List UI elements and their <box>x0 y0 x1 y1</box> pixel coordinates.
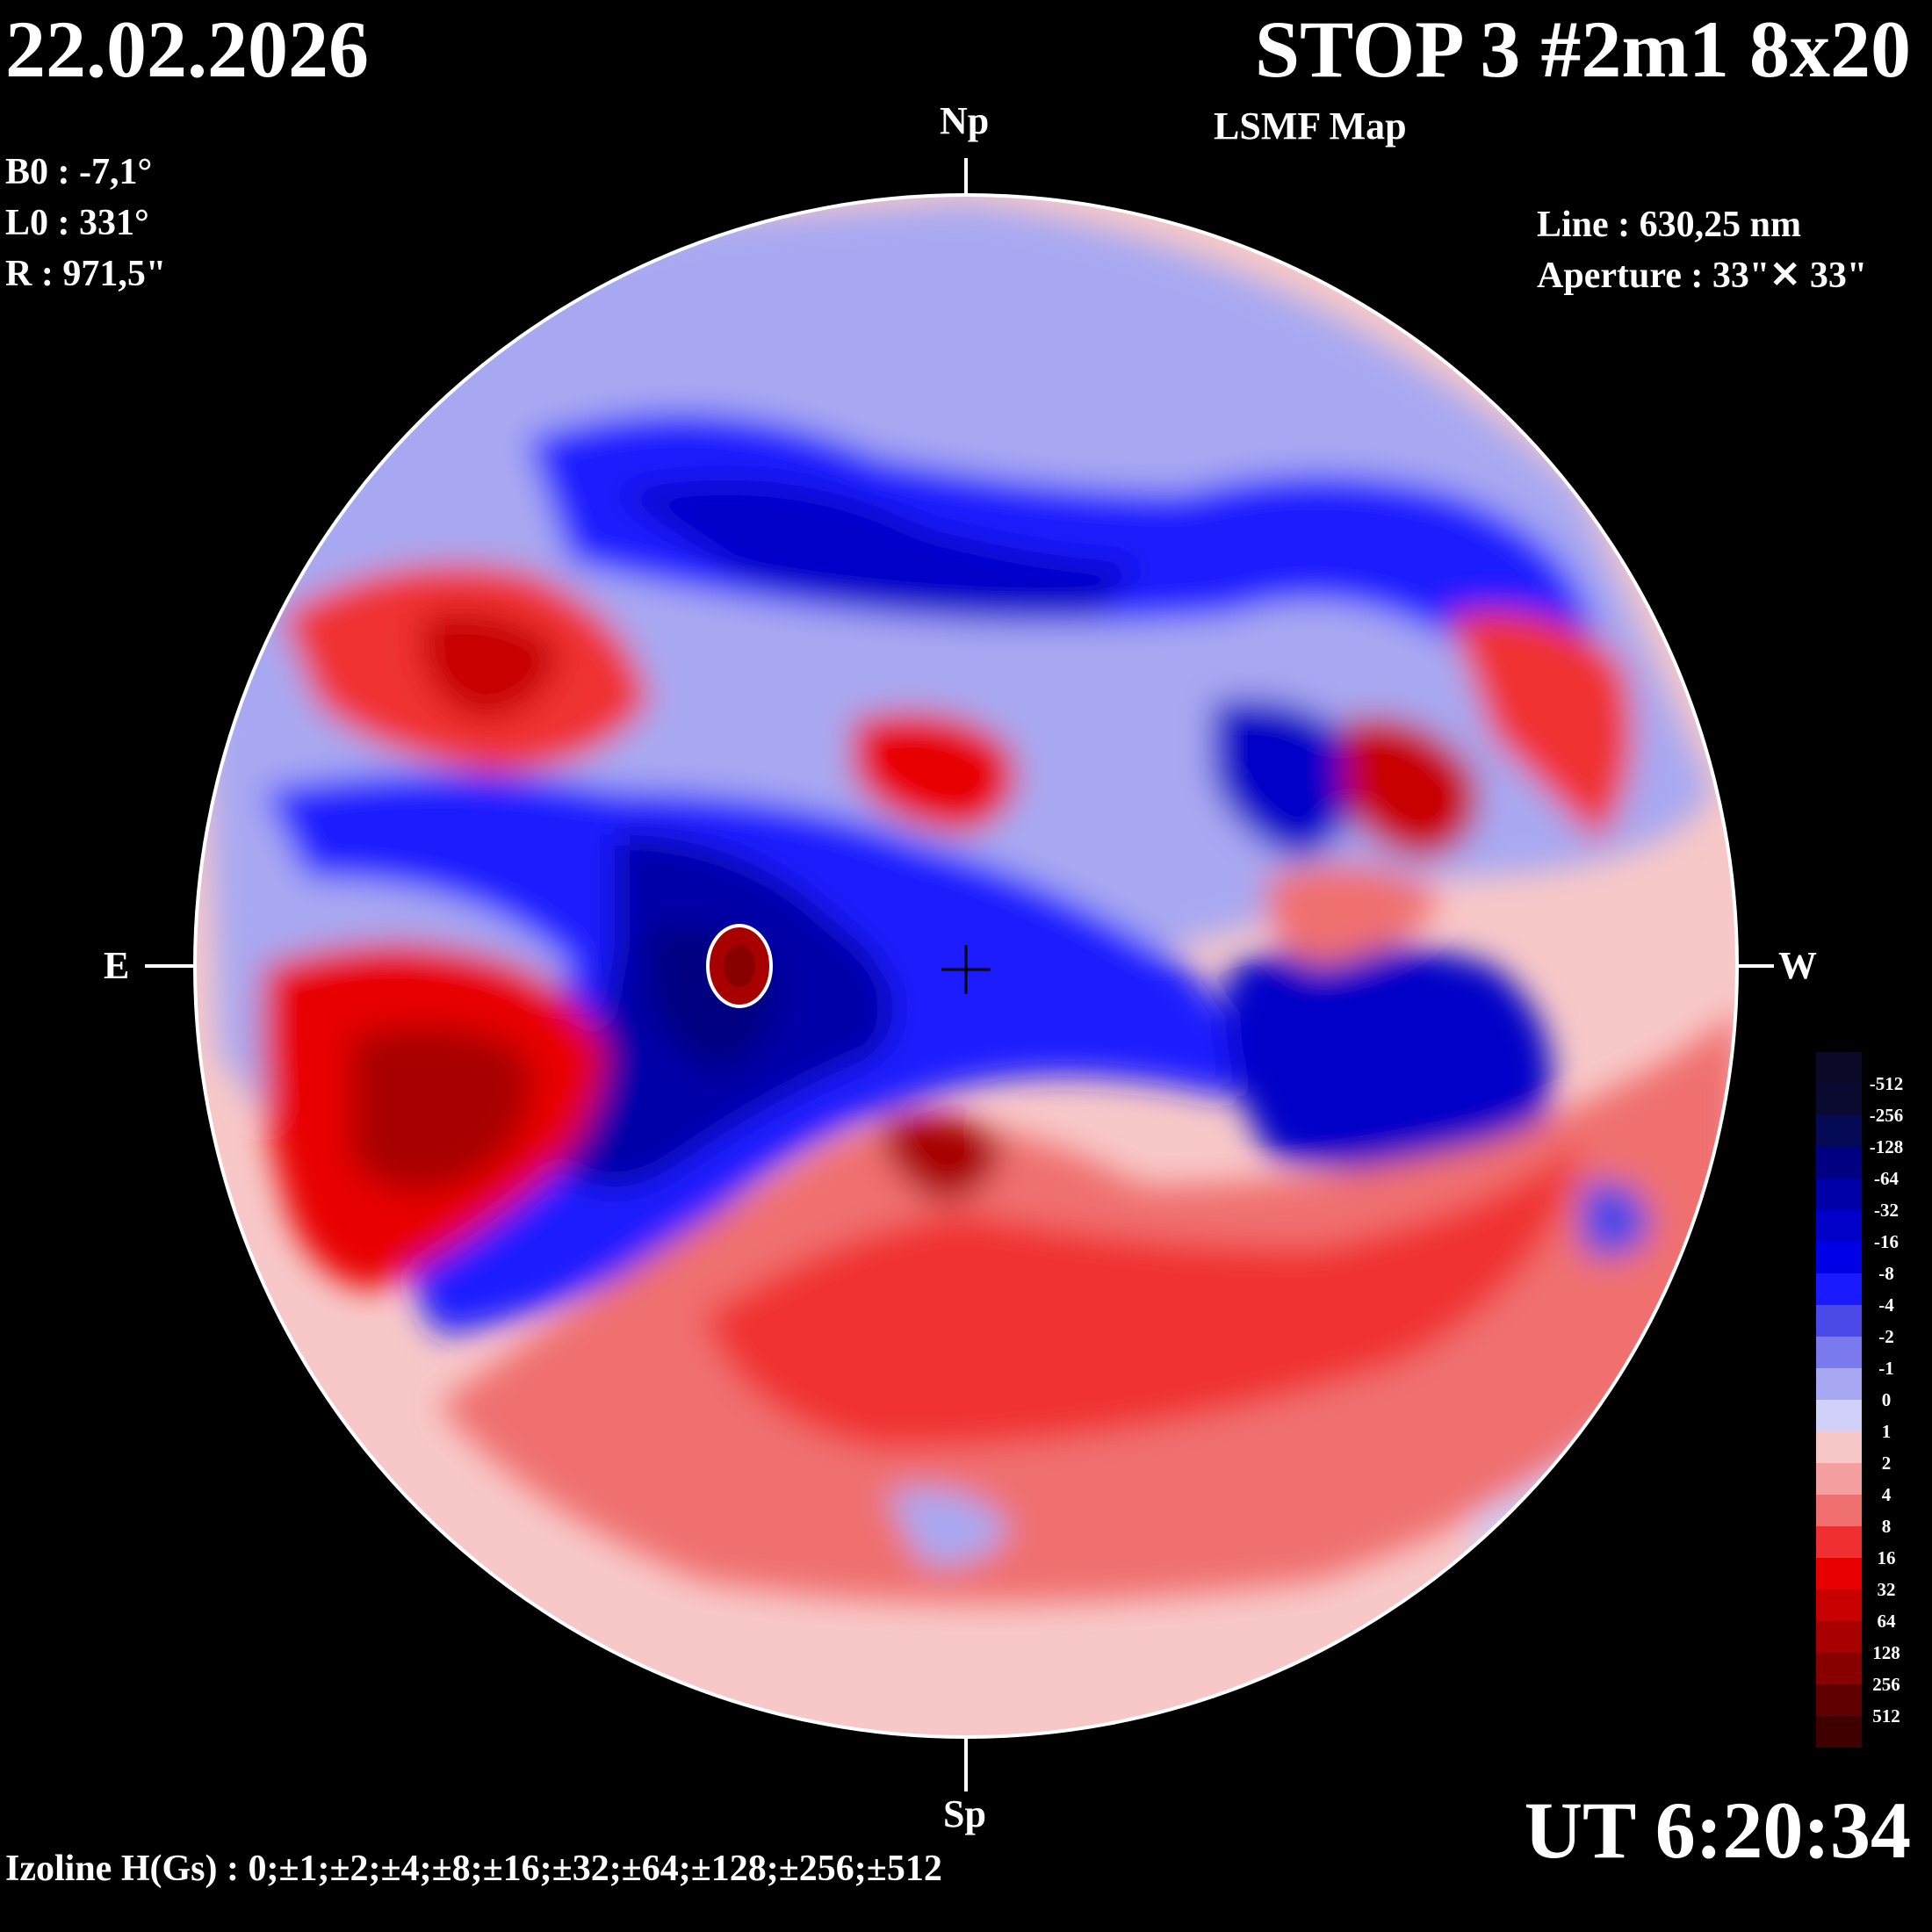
colorbar-label: -128 <box>1869 1136 1904 1157</box>
colorbar-label: -64 <box>1874 1168 1899 1189</box>
colorbar-swatch <box>1816 1716 1862 1748</box>
colorbar-label: 1 <box>1881 1421 1892 1442</box>
colorbar-label: 128 <box>1872 1642 1900 1663</box>
ut-time: UT 6:20:34 <box>1524 1785 1911 1875</box>
colorbar-label: 4 <box>1881 1484 1892 1505</box>
colorbar-swatch <box>1816 1526 1862 1558</box>
b0-param: B0 : -7,1° <box>5 152 153 192</box>
aperture-param: Aperture : 33"✕ 33" <box>1537 256 1868 296</box>
colorbar-swatch <box>1816 1210 1862 1242</box>
colorbar-swatch <box>1816 1495 1862 1526</box>
colorbar-cap <box>1816 1052 1862 1084</box>
colorbar-label: -16 <box>1874 1231 1899 1252</box>
colorbar-label: -4 <box>1878 1294 1894 1316</box>
colorbar-label: -8 <box>1878 1263 1894 1284</box>
map-title: STOP 3 #2m1 8x20 <box>1254 4 1911 94</box>
colorbar-swatch <box>1816 1653 1862 1684</box>
east-label: E <box>104 944 130 987</box>
colorbar-label: 0 <box>1881 1389 1892 1410</box>
colorbar-label: 2 <box>1881 1453 1892 1474</box>
colorbar-label: 64 <box>1877 1611 1896 1632</box>
colorbar-label: -1 <box>1878 1358 1894 1379</box>
izoline-legend: Izoline H(Gs) : 0;±1;±2;±4;±8;±16;±32;±6… <box>5 1849 942 1889</box>
colorbar-label: 8 <box>1881 1516 1892 1537</box>
date-label: 22.02.2026 <box>5 4 369 94</box>
south-label: Sp <box>943 1792 986 1835</box>
colorbar-label: -2 <box>1878 1326 1894 1347</box>
north-label: Np <box>940 99 990 142</box>
colorbar-swatch <box>1816 1305 1862 1337</box>
west-label: W <box>1778 944 1817 987</box>
colorbar-swatch <box>1816 1242 1862 1273</box>
colorbar-swatch <box>1816 1147 1862 1179</box>
colorbar-swatch <box>1816 1621 1862 1653</box>
colorbar-swatch <box>1816 1400 1862 1431</box>
colorbar-label: 512 <box>1872 1705 1900 1727</box>
colorbar-label: 256 <box>1872 1674 1900 1695</box>
map-subtitle: LSMF Map <box>1214 105 1407 148</box>
solar-disk <box>195 195 1737 1737</box>
radius-param: R : 971,5" <box>5 254 167 294</box>
colorbar-label: -512 <box>1869 1073 1904 1094</box>
colorbar-swatch <box>1816 1463 1862 1495</box>
colorbar-swatch <box>1816 1115 1862 1147</box>
colorbar-swatch <box>1816 1558 1862 1590</box>
line-param: Line : 630,25 nm <box>1537 205 1802 245</box>
colorbar-swatch <box>1816 1431 1862 1463</box>
colorbar-swatch <box>1816 1590 1862 1621</box>
colorbar-label: -256 <box>1869 1105 1904 1126</box>
colorbar-swatch <box>1816 1179 1862 1210</box>
colorbar-label: 32 <box>1877 1579 1896 1600</box>
colorbar-label: 16 <box>1877 1547 1896 1568</box>
colorbar-swatch <box>1816 1084 1862 1115</box>
colorbar-swatch <box>1816 1684 1862 1716</box>
colorbar <box>1816 1052 1862 1748</box>
colorbar-swatch <box>1816 1273 1862 1305</box>
l0-param: L0 : 331° <box>5 203 149 243</box>
colorbar-swatch <box>1816 1368 1862 1400</box>
colorbar-label: -32 <box>1874 1200 1899 1221</box>
center-crosshair <box>941 945 991 994</box>
colorbar-swatch <box>1816 1337 1862 1368</box>
